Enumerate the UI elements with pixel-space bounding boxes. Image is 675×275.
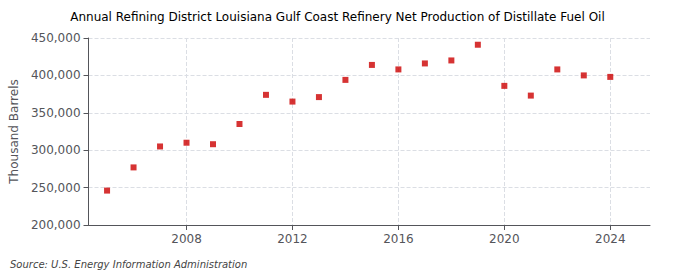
svg-text:200,000: 200,000 [31,218,81,232]
svg-text:350,000: 350,000 [31,106,81,120]
svg-text:2012: 2012 [277,232,308,246]
svg-text:2024: 2024 [595,232,626,246]
svg-text:250,000: 250,000 [31,181,81,195]
svg-text:Source: U.S. Energy Informatio: Source: U.S. Energy Information Administ… [10,259,247,270]
svg-text:2020: 2020 [489,232,520,246]
svg-text:Annual Refining District Louis: Annual Refining District Louisiana Gulf … [70,10,605,24]
svg-text:450,000: 450,000 [31,31,81,45]
svg-text:400,000: 400,000 [31,68,81,82]
svg-text:2016: 2016 [383,232,414,246]
svg-text:300,000: 300,000 [31,143,81,157]
svg-text:2008: 2008 [171,232,202,246]
svg-text:Thousand Barrels: Thousand Barrels [7,79,21,184]
